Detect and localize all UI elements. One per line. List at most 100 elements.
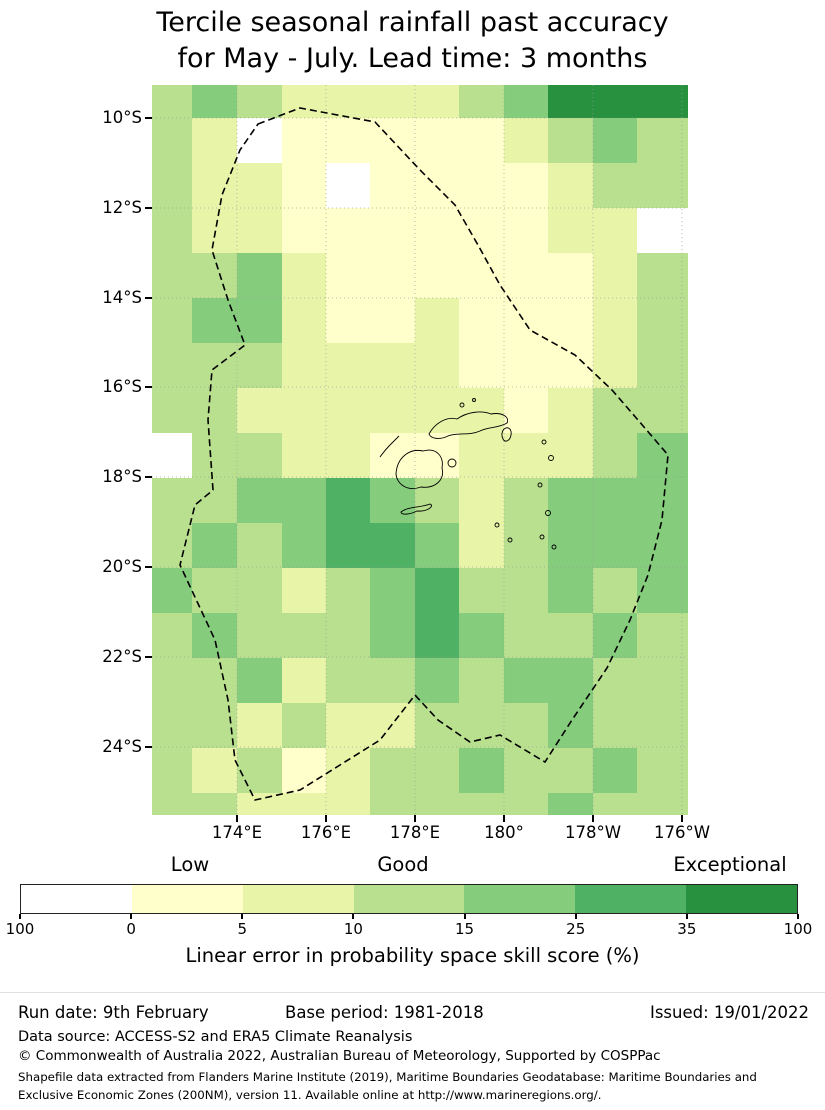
colorbar-tick-mark	[241, 914, 244, 919]
grid-cell	[593, 208, 637, 253]
grid-cell	[282, 523, 326, 568]
grid-cell	[415, 163, 459, 208]
colorbar-tick-mark	[352, 914, 355, 919]
grid-cell	[548, 388, 593, 433]
grid-cell	[548, 298, 593, 343]
lat-tick-mark	[145, 207, 152, 209]
grid-cell	[637, 658, 688, 703]
grid-cell	[548, 253, 593, 298]
grid-cell	[282, 253, 326, 298]
lon-tick-label: 176°E	[300, 823, 352, 842]
grid-cell	[282, 658, 326, 703]
base-period-text: Base period: 1981-2018	[285, 1003, 484, 1022]
grid-cell	[548, 118, 593, 163]
colorbar-tick-mark	[797, 914, 799, 919]
grid-cell	[282, 208, 326, 253]
lat-tick-label: 20°S	[102, 557, 142, 576]
grid-cell	[415, 118, 459, 163]
grid-cell	[370, 658, 415, 703]
quality-label-good: Good	[377, 853, 429, 876]
grid-cell	[326, 748, 370, 793]
grid-cell	[459, 343, 504, 388]
map-overlay	[152, 85, 688, 815]
grid-cell	[237, 433, 282, 478]
colorbar-segment	[464, 885, 576, 913]
grid-cell	[504, 163, 548, 208]
colorbar-tick-label: 25	[566, 920, 586, 938]
grid-cell	[192, 523, 237, 568]
grid-cell	[192, 343, 237, 388]
lat-tick-mark	[145, 656, 152, 658]
islet-outline	[539, 534, 545, 540]
colorbar-tick-label: 100	[783, 920, 813, 938]
grid-cell	[548, 163, 593, 208]
grid-cell	[415, 253, 459, 298]
grid-cell	[415, 613, 459, 658]
grid-cell	[370, 748, 415, 793]
islet-outline	[494, 522, 500, 528]
lon-tick-mark	[503, 815, 505, 822]
grid-cell	[192, 748, 237, 793]
grid-cell	[282, 298, 326, 343]
lon-tick-label: 178°E	[389, 823, 441, 842]
grid-cell	[192, 793, 237, 815]
grid-cell	[548, 478, 593, 523]
grid-cell	[237, 343, 282, 388]
grid-cell	[593, 298, 637, 343]
grid-cell	[504, 523, 548, 568]
lon-tick-mark	[414, 815, 416, 822]
grid-cell	[192, 163, 237, 208]
grid-cell	[548, 748, 593, 793]
figure-title-line1: Tercile seasonal rainfall past accuracy	[156, 7, 669, 38]
grid-cell	[282, 433, 326, 478]
colorbar-tick-mark	[574, 914, 577, 919]
colorbar-tick-mark	[463, 914, 466, 919]
lat-tick-mark	[145, 386, 152, 388]
vanua-levu-outline	[428, 411, 509, 439]
lon-tick-label: 174°E	[211, 823, 263, 842]
grid-cell	[152, 613, 192, 658]
grid-cell	[504, 748, 548, 793]
grid-cell	[237, 568, 282, 613]
lat-tick-mark	[145, 746, 152, 748]
grid-cell	[593, 478, 637, 523]
grid-cell	[152, 658, 192, 703]
grid-cell	[548, 793, 593, 815]
grid-cell	[459, 523, 504, 568]
map-area	[152, 85, 688, 815]
eez-boundary-line	[179, 107, 669, 801]
grid-cell	[152, 85, 192, 118]
grid-cell	[326, 658, 370, 703]
grid-cell	[504, 343, 548, 388]
grid-cell	[504, 703, 548, 748]
grid-cell	[152, 208, 192, 253]
grid-cell	[415, 433, 459, 478]
grid-cell	[459, 85, 504, 118]
grid-cell	[415, 343, 459, 388]
grid-cell	[370, 478, 415, 523]
colorbar-segment	[686, 885, 798, 913]
issued-date-text: Issued: 19/01/2022	[649, 1003, 809, 1022]
lat-tick-label: 12°S	[102, 198, 142, 217]
skill-score-grid	[152, 85, 688, 815]
grid-cell	[326, 388, 370, 433]
quality-label-low: Low	[170, 853, 210, 876]
lon-tick-mark	[236, 815, 238, 822]
grid-cell	[548, 85, 593, 118]
grid-cell	[548, 613, 593, 658]
grid-cell	[152, 163, 192, 208]
colorbar-tick-label: 10	[343, 920, 363, 938]
grid-cell	[237, 388, 282, 433]
figure-title-line2: for May - July. Lead time: 3 months	[177, 43, 648, 75]
grid-cell	[326, 523, 370, 568]
grid-cell	[237, 523, 282, 568]
grid-cell	[152, 298, 192, 343]
grid-cell	[548, 568, 593, 613]
lat-tick-label: 10°S	[102, 108, 142, 127]
grid-cell	[459, 433, 504, 478]
grid-cell	[637, 748, 688, 793]
grid-cell	[637, 118, 688, 163]
grid-cell	[237, 478, 282, 523]
grid-cell	[152, 118, 192, 163]
quality-label-exceptional: Exceptional	[673, 853, 787, 876]
